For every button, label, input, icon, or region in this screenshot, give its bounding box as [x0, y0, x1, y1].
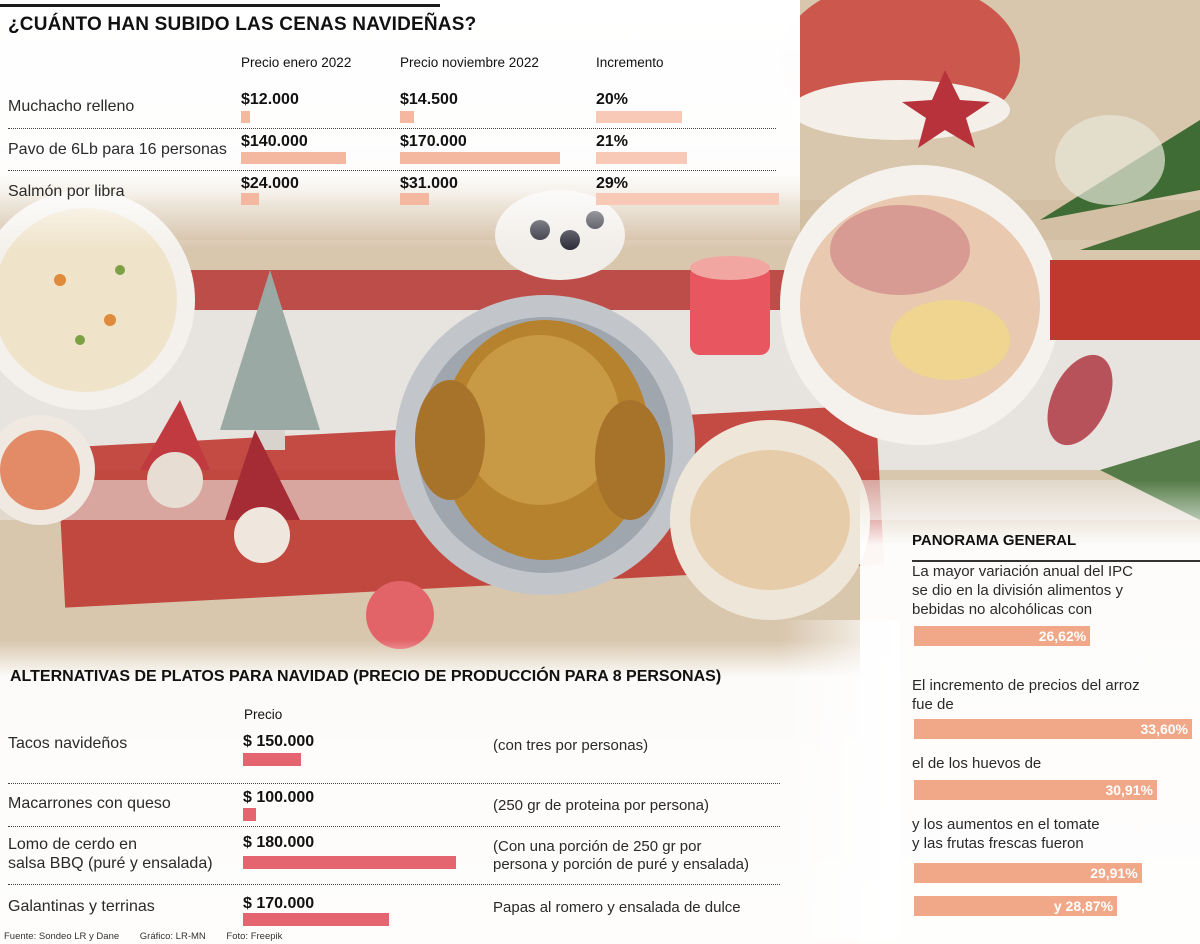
value-enero-pavo: $140.000 — [241, 133, 308, 150]
col-header-precio: Precio — [244, 707, 283, 722]
panorama-text-3-line1: el de los huevos de — [912, 755, 1042, 772]
value-incremento-muchacho: 20% — [596, 91, 629, 108]
panorama-bar-huevos: 30,91% — [914, 780, 1157, 800]
row-divider — [8, 826, 780, 827]
panorama-text-1-line3: bebidas no alcohólicas con — [912, 601, 1093, 618]
alt-label-macarrones: Macarrones con queso — [8, 795, 171, 812]
col-header-incremento: Incremento — [596, 55, 664, 70]
source-line: Fuente: Sondeo LR y Dane Gráfico: LR-MN … — [4, 931, 300, 942]
panorama-text-2-line1: El incremento de precios del arroz — [912, 677, 1140, 694]
value-enero-muchacho: $12.000 — [241, 91, 299, 108]
row-label-muchacho: Muchacho relleno — [8, 98, 135, 115]
panorama-text-2-line2: fue de — [912, 696, 954, 713]
title-top-rule — [0, 4, 440, 7]
panorama-bar-arroz: 33,60% — [914, 719, 1192, 739]
row-divider — [8, 783, 780, 784]
bar-noviembre-pavo — [400, 152, 560, 164]
panorama-rule — [912, 560, 1200, 562]
alt-label-lomo-line2: salsa BBQ (puré y ensalada) — [8, 855, 213, 872]
value-noviembre-salmon: $31.000 — [400, 175, 458, 192]
bar-incremento-muchacho — [596, 111, 683, 123]
value-incremento-salmon: 29% — [596, 175, 629, 192]
panorama-text-1-line2: se dio en la división alimentos y — [912, 582, 1123, 599]
alt-bar-galantinas — [243, 913, 390, 926]
row-divider — [8, 128, 776, 129]
row-label-pavo: Pavo de 6Lb para 16 personas — [8, 141, 227, 158]
value-incremento-pavo: 21% — [596, 133, 629, 150]
bar-enero-pavo — [241, 152, 347, 164]
value-enero-salmon: $24.000 — [241, 175, 299, 192]
bar-enero-muchacho — [241, 111, 251, 123]
alt-note-macarrones: (250 gr de proteina por persona) — [493, 797, 709, 814]
alt-label-tacos: Tacos navideños — [8, 735, 128, 752]
alt-bar-macarrones — [243, 808, 256, 821]
value-noviembre-muchacho: $14.500 — [400, 91, 458, 108]
bar-noviembre-salmon — [400, 193, 430, 205]
alt-note-galantinas: Papas al romero y ensalada de dulce — [493, 899, 741, 916]
alt-bar-tacos — [243, 753, 301, 766]
section2-title: ALTERNATIVAS DE PLATOS PARA NAVIDAD (PRE… — [10, 668, 722, 685]
panorama-title: PANORAMA GENERAL — [912, 532, 1077, 549]
bar-noviembre-muchacho — [400, 111, 414, 123]
alt-label-lomo: Lomo de cerdo en — [8, 836, 137, 853]
main-title: ¿CUÁNTO HAN SUBIDO LAS CENAS NAVIDEÑAS? — [8, 14, 477, 35]
panorama-bar-frutas: y 28,87% — [914, 896, 1118, 916]
value-noviembre-pavo: $170.000 — [400, 133, 467, 150]
panorama-text-1-line1: La mayor variación anual del IPC — [912, 563, 1133, 580]
alt-price-macarrones: $ 100.000 — [243, 789, 315, 806]
row-divider — [8, 170, 776, 171]
col-header-noviembre: Precio noviembre 2022 — [400, 55, 539, 70]
alt-price-lomo: $ 180.000 — [243, 834, 315, 851]
row-label-salmon: Salmón por libra — [8, 183, 125, 200]
row-divider — [8, 884, 780, 885]
alt-note-lomo-line2: persona y porción de puré y ensalada) — [493, 856, 749, 873]
alt-bar-lomo — [243, 856, 456, 869]
col-header-enero: Precio enero 2022 — [241, 55, 352, 70]
alt-note-lomo: (Con una porción de 250 gr por — [493, 838, 702, 855]
panorama-bar-tomate: 29,91% — [914, 863, 1142, 883]
alt-price-galantinas: $ 170.000 — [243, 895, 315, 912]
panorama-text-4-line2: y las frutas frescas fueron — [912, 835, 1084, 852]
bar-incremento-pavo — [596, 152, 687, 164]
panorama-bar-alimentos: 26,62% — [914, 626, 1091, 646]
source-foto: Foto: Freepik — [226, 931, 283, 942]
alt-price-tacos: $ 150.000 — [243, 733, 315, 750]
source-grafico: Gráfico: LR-MN — [139, 931, 206, 942]
bar-incremento-salmon — [596, 193, 779, 205]
bar-enero-salmon — [241, 193, 260, 205]
alt-note-tacos: (con tres por personas) — [493, 737, 649, 754]
alt-label-galantinas: Galantinas y terrinas — [8, 898, 155, 915]
source-fuente: Fuente: Sondeo LR y Dane — [4, 931, 120, 942]
panorama-text-4-line1: y los aumentos en el tomate — [912, 816, 1100, 833]
